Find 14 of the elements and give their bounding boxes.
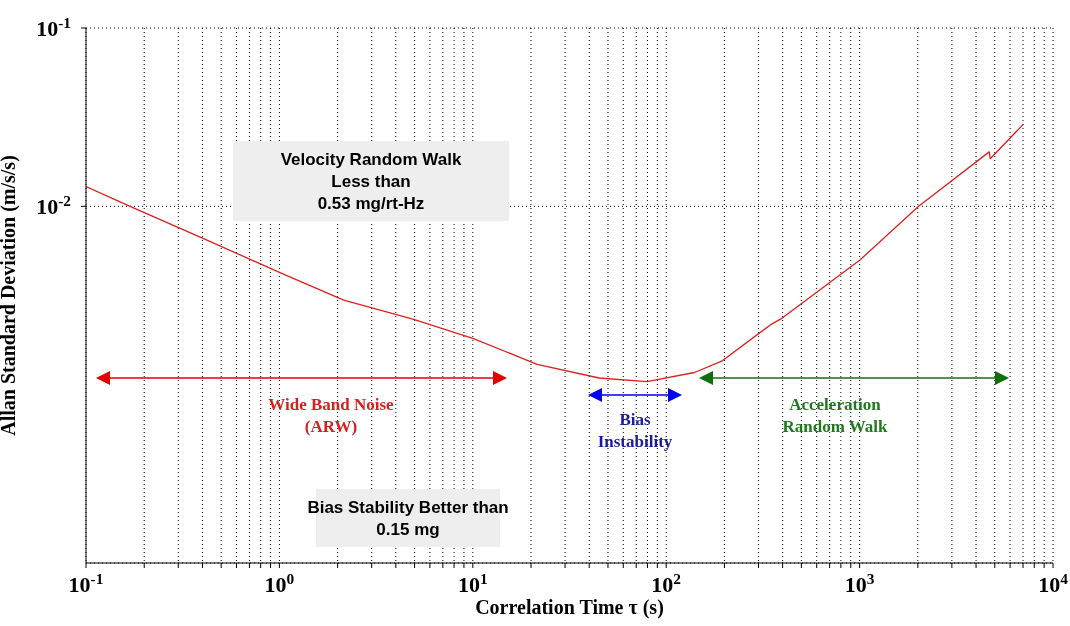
y-tick-label: 10$^{-2}$ [36, 191, 72, 220]
x-tick-label: 10$^{3}$ [844, 569, 875, 597]
x-tick-label: 10$^{2}$ [651, 569, 682, 597]
annotation: Acceleration Random Walk [782, 395, 889, 436]
annotation: Bias Stability Better than 0.15 mg [307, 498, 509, 540]
annotation: Bias Instability [597, 410, 673, 451]
y-axis-title: Allan Standard Deviation (m/s/s) [0, 155, 21, 436]
annotation: Velocity Random Walk Less than 0.53 mg/rt-Hz [280, 150, 462, 214]
x-tick-label: 10$^{-1}$ [68, 569, 104, 597]
annotation: Wide Band Noise (ARW) [268, 395, 395, 436]
x-tick-label: 10$^{0}$ [264, 569, 295, 597]
x-axis-title: Correlation Time τ (s) [475, 596, 664, 619]
x-tick-label: 10$^{1}$ [457, 569, 488, 597]
x-tick-label: 10$^{4}$ [1038, 569, 1069, 597]
